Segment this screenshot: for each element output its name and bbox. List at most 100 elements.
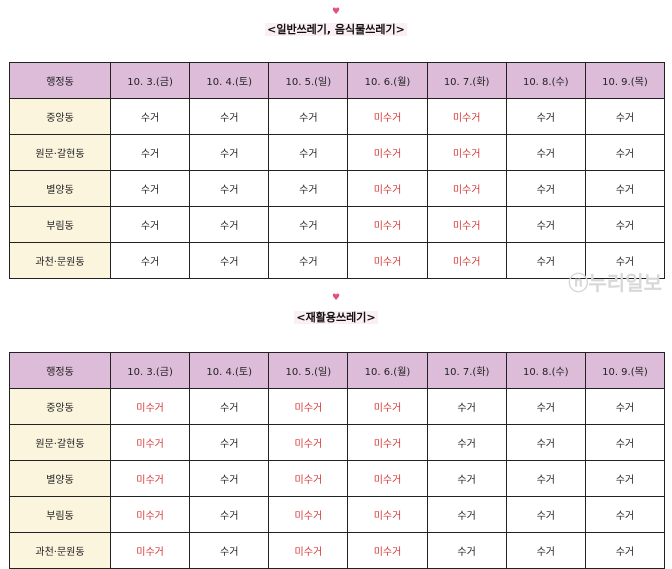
dong-name: 중앙동 bbox=[9, 98, 111, 135]
table-row: 부림동 미수거 수거 미수거 미수거 수거 수거 수거 bbox=[9, 496, 666, 533]
status-cell: 수거 bbox=[584, 206, 666, 243]
status-cell: 미수거 bbox=[347, 206, 428, 243]
dong-name: 별양동 bbox=[9, 460, 111, 497]
status-cell: 수거 bbox=[268, 242, 349, 279]
status-cell: 수거 bbox=[426, 424, 507, 461]
status-cell: 미수거 bbox=[347, 532, 428, 569]
status-cell: 미수거 bbox=[426, 134, 507, 171]
column-header: 10. 6.(월) bbox=[347, 352, 428, 389]
column-header: 행정동 bbox=[9, 62, 111, 99]
status-cell: 수거 bbox=[584, 496, 666, 533]
status-cell: 미수거 bbox=[426, 206, 507, 243]
status-cell: 수거 bbox=[584, 170, 666, 207]
status-cell: 미수거 bbox=[347, 170, 428, 207]
column-header: 10. 6.(월) bbox=[347, 62, 428, 99]
status-cell: 미수거 bbox=[347, 496, 428, 533]
column-header: 10. 8.(수) bbox=[505, 352, 586, 389]
status-cell: 미수거 bbox=[347, 460, 428, 497]
table-row: 부림동 수거 수거 수거 미수거 미수거 수거 수거 bbox=[9, 206, 666, 243]
table-row: 중앙동 수거 수거 수거 미수거 미수거 수거 수거 bbox=[9, 98, 666, 135]
column-header: 10. 7.(화) bbox=[426, 352, 507, 389]
column-header: 10. 5.(일) bbox=[268, 352, 349, 389]
status-cell: 수거 bbox=[584, 242, 666, 279]
dong-name: 중앙동 bbox=[9, 388, 111, 425]
status-cell: 수거 bbox=[426, 388, 507, 425]
column-header: 10. 9.(목) bbox=[584, 352, 666, 389]
status-cell: 수거 bbox=[109, 134, 191, 171]
table-row: 중앙동 미수거 수거 미수거 미수거 수거 수거 수거 bbox=[9, 388, 666, 425]
status-cell: 수거 bbox=[189, 134, 270, 171]
table-row: 원문·갈현동 미수거 수거 미수거 미수거 수거 수거 수거 bbox=[9, 424, 666, 461]
heart-icon: ♥ bbox=[331, 7, 341, 17]
status-cell: 수거 bbox=[189, 460, 270, 497]
status-cell: 미수거 bbox=[347, 424, 428, 461]
status-cell: 수거 bbox=[584, 532, 666, 569]
table-row: 원문·갈현동 수거 수거 수거 미수거 미수거 수거 수거 bbox=[9, 134, 666, 171]
status-cell: 수거 bbox=[426, 532, 507, 569]
status-cell: 수거 bbox=[505, 424, 586, 461]
column-header: 10. 3.(금) bbox=[109, 352, 191, 389]
status-cell: 수거 bbox=[505, 134, 586, 171]
column-header: 행정동 bbox=[9, 352, 111, 389]
status-cell: 미수거 bbox=[347, 242, 428, 279]
status-cell: 미수거 bbox=[347, 134, 428, 171]
status-cell: 미수거 bbox=[268, 532, 349, 569]
status-cell: 미수거 bbox=[109, 460, 191, 497]
status-cell: 미수거 bbox=[109, 424, 191, 461]
status-cell: 미수거 bbox=[109, 496, 191, 533]
status-cell: 수거 bbox=[268, 134, 349, 171]
status-cell: 수거 bbox=[505, 242, 586, 279]
status-cell: 수거 bbox=[584, 134, 666, 171]
status-cell: 수거 bbox=[189, 98, 270, 135]
status-cell: 미수거 bbox=[268, 424, 349, 461]
status-cell: 미수거 bbox=[109, 388, 191, 425]
status-cell: 미수거 bbox=[268, 388, 349, 425]
status-cell: 수거 bbox=[189, 206, 270, 243]
status-cell: 수거 bbox=[189, 496, 270, 533]
status-cell: 수거 bbox=[189, 532, 270, 569]
column-header: 10. 4.(토) bbox=[189, 352, 270, 389]
status-cell: 수거 bbox=[189, 388, 270, 425]
heart-icon: ♥ bbox=[331, 293, 341, 303]
table-row: 과천·문원동 미수거 수거 미수거 미수거 수거 수거 수거 bbox=[9, 532, 666, 569]
status-cell: 수거 bbox=[505, 98, 586, 135]
header-row: 행정동 10. 3.(금) 10. 4.(토) 10. 5.(일) 10. 6.(월) 1… bbox=[9, 62, 666, 99]
status-cell: 수거 bbox=[505, 206, 586, 243]
status-cell: 수거 bbox=[505, 460, 586, 497]
status-cell: 수거 bbox=[268, 98, 349, 135]
dong-name: 부림동 bbox=[9, 496, 111, 533]
status-cell: 미수거 bbox=[268, 496, 349, 533]
status-cell: 수거 bbox=[584, 98, 666, 135]
dong-name: 원문·갈현동 bbox=[9, 134, 111, 171]
dong-name: 원문·갈현동 bbox=[9, 424, 111, 461]
status-cell: 수거 bbox=[584, 460, 666, 497]
section-title: <일반쓰레기, 음식물쓰레기> bbox=[0, 21, 672, 37]
status-cell: 수거 bbox=[109, 170, 191, 207]
table-row: 별양동 수거 수거 수거 미수거 미수거 수거 수거 bbox=[9, 170, 666, 207]
status-cell: 수거 bbox=[505, 388, 586, 425]
header-row: 행정동 10. 3.(금) 10. 4.(토) 10. 5.(일) 10. 6.(월) 1… bbox=[9, 352, 666, 389]
table-row: 별양동 미수거 수거 미수거 미수거 수거 수거 수거 bbox=[9, 460, 666, 497]
status-cell: 수거 bbox=[109, 242, 191, 279]
status-cell: 수거 bbox=[505, 532, 586, 569]
dong-name: 과천·문원동 bbox=[9, 532, 111, 569]
status-cell: 수거 bbox=[505, 496, 586, 533]
status-cell: 수거 bbox=[426, 460, 507, 497]
status-cell: 수거 bbox=[268, 170, 349, 207]
watermark-logo: ⓝ누리일보 bbox=[568, 271, 662, 295]
status-cell: 수거 bbox=[109, 98, 191, 135]
status-cell: 수거 bbox=[584, 424, 666, 461]
section-title: <재활용쓰레기> bbox=[0, 309, 672, 325]
status-cell: 수거 bbox=[584, 388, 666, 425]
status-cell: 수거 bbox=[426, 496, 507, 533]
status-cell: 수거 bbox=[189, 170, 270, 207]
column-header: 10. 9.(목) bbox=[584, 62, 666, 99]
table-row: 과천·문원동 수거 수거 수거 미수거 미수거 수거 수거 bbox=[9, 242, 666, 279]
status-cell: 미수거 bbox=[426, 242, 507, 279]
column-header: 10. 8.(수) bbox=[505, 62, 586, 99]
schedule-table-general: 행정동 10. 3.(금) 10. 4.(토) 10. 5.(일) 10. 6.(월) 1… bbox=[9, 62, 666, 279]
dong-name: 부림동 bbox=[9, 206, 111, 243]
column-header: 10. 7.(화) bbox=[426, 62, 507, 99]
section-title-text: <재활용쓰레기> bbox=[294, 311, 378, 324]
status-cell: 미수거 bbox=[347, 98, 428, 135]
